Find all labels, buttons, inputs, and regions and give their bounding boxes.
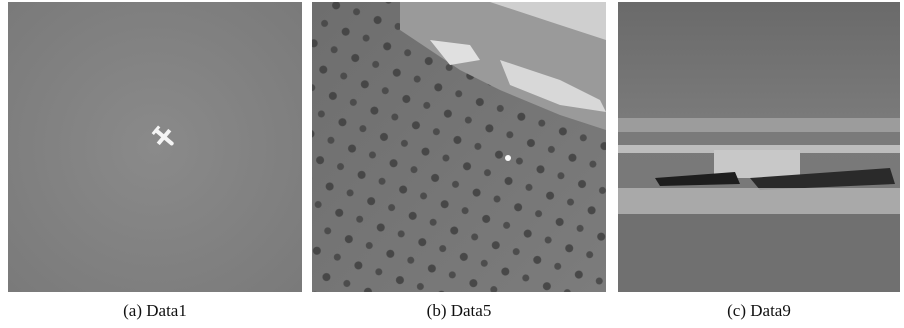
panel-a — [8, 2, 302, 292]
panel-b — [312, 2, 606, 292]
figure: (a) Data1 (b) Data5 (c) Data9 — [0, 0, 904, 328]
panel-c — [618, 2, 900, 292]
caption: (a) Data1 — [123, 301, 187, 320]
caption: (b) Data5 — [427, 301, 492, 320]
target — [505, 155, 511, 161]
image — [8, 2, 302, 292]
vegetation — [618, 214, 900, 292]
caption: (c) Data9 — [727, 301, 791, 320]
yard — [618, 188, 900, 214]
buildings-row — [618, 118, 900, 132]
